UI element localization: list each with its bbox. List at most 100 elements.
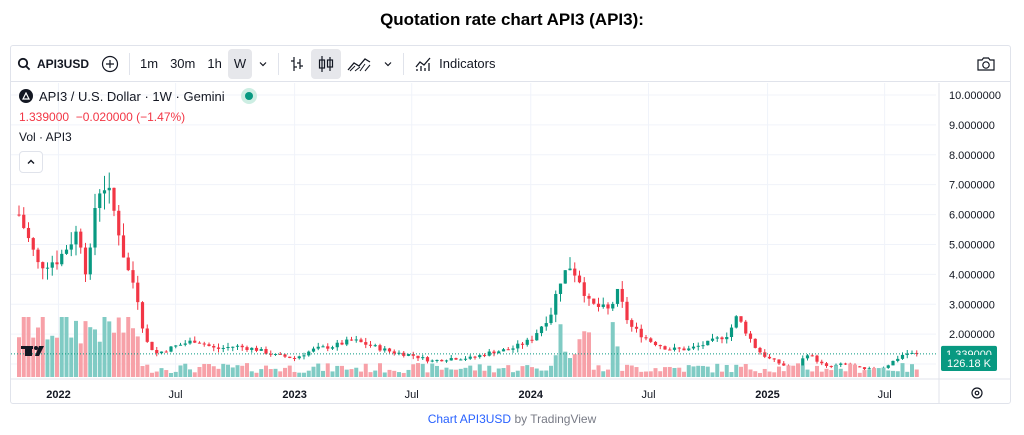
- volume-bar: [83, 321, 88, 377]
- candle: [188, 340, 192, 344]
- volume-bar: [74, 320, 78, 377]
- interval-30m[interactable]: 30m: [170, 56, 196, 71]
- candle: [368, 344, 373, 346]
- volume-bar: [739, 366, 743, 377]
- volume-bar: [796, 363, 800, 377]
- candle: [801, 358, 805, 371]
- volume-bar: [406, 369, 411, 377]
- candle: [93, 208, 97, 248]
- interval-dropdown[interactable]: [252, 49, 274, 79]
- volume-bar: [283, 367, 287, 377]
- candle: [739, 316, 743, 322]
- volume-bar: [620, 370, 625, 377]
- candle: [183, 343, 187, 345]
- chart-type-dropdown[interactable]: [377, 49, 399, 79]
- bar-type-button[interactable]: [283, 49, 311, 79]
- volume-bar: [392, 370, 397, 377]
- camera-icon: [977, 56, 995, 71]
- candle: [292, 357, 297, 359]
- candle: [411, 354, 415, 356]
- candle: [288, 356, 292, 358]
- y-tick-label: 9.000000: [949, 120, 995, 132]
- area-button[interactable]: [341, 49, 377, 79]
- compare-button[interactable]: [95, 49, 125, 79]
- indicators-button[interactable]: Indicators: [408, 49, 501, 79]
- symbol-search[interactable]: API3USD: [11, 49, 95, 79]
- candle: [459, 359, 463, 361]
- settings-gear-icon[interactable]: [971, 387, 983, 399]
- candle: [155, 350, 159, 354]
- candles-button[interactable]: [311, 48, 342, 79]
- candle: [658, 345, 662, 347]
- volume-bar: [800, 365, 805, 377]
- volume-bar: [245, 363, 249, 377]
- volume-bar: [677, 367, 682, 377]
- candle: [112, 187, 116, 211]
- candle: [862, 367, 867, 370]
- market-status-icon[interactable]: [240, 88, 257, 104]
- collapse-legend-button[interactable]: [19, 151, 43, 173]
- volume-bar: [249, 371, 254, 377]
- candle: [378, 345, 382, 351]
- volume-bar: [876, 368, 881, 377]
- candle: [259, 349, 263, 351]
- candle: [777, 359, 781, 364]
- volume-bar: [145, 364, 150, 377]
- candle: [235, 345, 240, 347]
- candle: [164, 351, 168, 353]
- volume-bar: [648, 371, 653, 377]
- volume-bar: [682, 371, 686, 377]
- candle: [886, 365, 890, 368]
- candle: [340, 342, 344, 345]
- candle: [216, 347, 221, 349]
- volume-bar: [425, 372, 430, 377]
- volume-bar: [430, 363, 435, 377]
- candle: [240, 345, 244, 348]
- candle: [250, 347, 254, 350]
- volume-bar: [663, 367, 667, 377]
- price-chart[interactable]: 10.000000 9.000000 8.000000 7.000000 6.00000…: [11, 83, 1011, 404]
- volume-bar: [848, 363, 853, 377]
- volume-bar: [819, 371, 824, 377]
- volume-bar: [273, 368, 278, 377]
- volume-bar: [781, 371, 786, 377]
- volume-bar: [102, 317, 107, 377]
- bar-type-icon: [291, 56, 304, 71]
- interval-w[interactable]: W: [227, 48, 253, 79]
- candle: [582, 282, 586, 296]
- snapshot-button[interactable]: [970, 49, 1002, 79]
- candle: [858, 366, 862, 368]
- candle: [824, 363, 829, 366]
- candle: [820, 361, 824, 364]
- search-icon: [17, 57, 31, 70]
- last-volume-badge: [941, 355, 997, 371]
- candle: [772, 358, 776, 360]
- volume-bar: [344, 369, 349, 377]
- volume-bar: [354, 367, 359, 377]
- y-tick-label: 8.000000: [949, 150, 995, 162]
- interval-1m[interactable]: 1m: [140, 56, 159, 71]
- volume-bar: [454, 369, 458, 377]
- candle: [273, 353, 278, 355]
- volume-bar: [316, 363, 321, 377]
- volume-bar: [88, 327, 93, 377]
- candle: [392, 351, 396, 354]
- chart-link[interactable]: Chart API3USD: [427, 412, 512, 426]
- candle: [330, 347, 335, 349]
- volume-bar: [444, 367, 449, 377]
- volume-bar: [268, 369, 273, 377]
- volume-bar: [202, 363, 207, 377]
- candle: [482, 355, 487, 357]
- volume-bar: [492, 372, 496, 377]
- tradingview-logo-icon[interactable]: [21, 346, 44, 356]
- volume-bar: [183, 363, 188, 377]
- interval-1h[interactable]: 1h: [207, 56, 222, 71]
- candle: [50, 262, 54, 268]
- volume-bar: [610, 322, 615, 377]
- candle: [554, 293, 558, 315]
- volume-bar: [501, 368, 506, 377]
- volume-bar: [686, 365, 691, 377]
- volume-bar: [639, 371, 644, 377]
- candle: [345, 339, 349, 345]
- y-tick-label: 10.000000: [949, 90, 1001, 102]
